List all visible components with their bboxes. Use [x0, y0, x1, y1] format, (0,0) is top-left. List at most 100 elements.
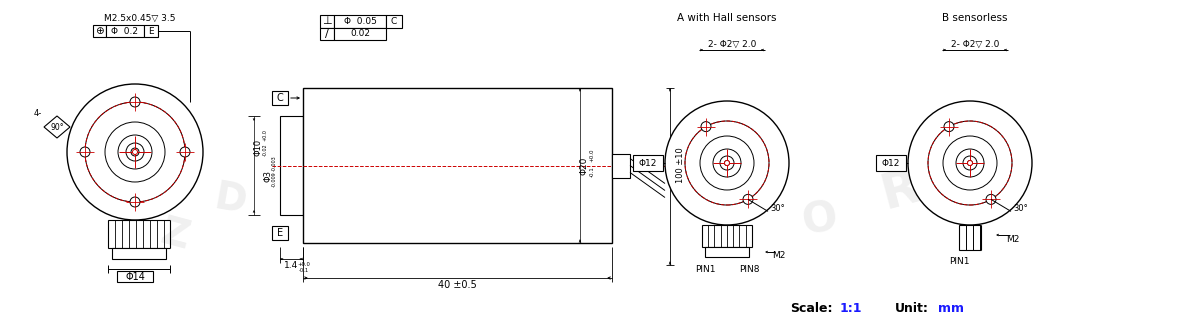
Circle shape — [963, 156, 977, 170]
Bar — [117, 271, 153, 282]
Circle shape — [702, 122, 711, 132]
Circle shape — [927, 121, 1011, 205]
Text: O: O — [799, 196, 841, 244]
Text: Scale:: Scale: — [790, 301, 833, 314]
Text: 1.4: 1.4 — [284, 261, 298, 270]
Circle shape — [743, 194, 754, 204]
Circle shape — [968, 161, 972, 166]
Text: B sensorless: B sensorless — [942, 13, 1008, 23]
Text: PIN8: PIN8 — [738, 264, 759, 274]
Bar — [272, 226, 287, 240]
Text: Unit:: Unit: — [896, 301, 929, 314]
Text: -0.02: -0.02 — [263, 143, 267, 156]
Circle shape — [724, 161, 730, 166]
Text: Φ12: Φ12 — [639, 159, 658, 168]
Text: 2- Φ2▽ 2.0: 2- Φ2▽ 2.0 — [707, 40, 756, 48]
Text: PIN1: PIN1 — [694, 264, 716, 274]
Text: +0.0: +0.0 — [589, 149, 595, 162]
Circle shape — [985, 194, 996, 204]
Text: E: E — [277, 228, 283, 238]
Text: 90°: 90° — [50, 123, 64, 131]
Circle shape — [130, 97, 140, 107]
Text: Φ10: Φ10 — [253, 139, 263, 156]
Bar — [303, 88, 612, 243]
Circle shape — [665, 101, 789, 225]
Text: M2: M2 — [1007, 236, 1020, 245]
Bar — [633, 155, 662, 171]
Text: ⊕: ⊕ — [95, 26, 104, 36]
Circle shape — [132, 150, 137, 155]
Text: +0.0: +0.0 — [297, 261, 310, 266]
Text: -0.003: -0.003 — [272, 156, 277, 171]
Text: 0.02: 0.02 — [350, 30, 370, 39]
Text: A with Hall sensors: A with Hall sensors — [677, 13, 777, 23]
Circle shape — [685, 121, 769, 205]
Text: 万: 万 — [98, 157, 142, 213]
Bar — [319, 28, 334, 40]
Text: -0.009: -0.009 — [272, 172, 277, 187]
Circle shape — [944, 122, 953, 132]
Text: 机: 机 — [491, 156, 509, 184]
Text: 2- Φ2▽ 2.0: 2- Φ2▽ 2.0 — [951, 40, 1000, 48]
Text: PIN1: PIN1 — [949, 257, 969, 266]
Text: 100 ±10: 100 ±10 — [677, 148, 685, 183]
Circle shape — [67, 84, 203, 220]
Circle shape — [713, 149, 741, 177]
Circle shape — [968, 161, 972, 166]
Text: Φ3: Φ3 — [264, 169, 272, 181]
Text: M2.5x0.45▽ 3.5: M2.5x0.45▽ 3.5 — [104, 13, 176, 23]
Circle shape — [909, 101, 1032, 225]
Text: ⊥: ⊥ — [322, 16, 332, 27]
Circle shape — [127, 143, 144, 161]
Bar — [319, 15, 334, 28]
Text: C: C — [390, 17, 397, 26]
Bar — [93, 25, 106, 37]
Text: 1:1: 1:1 — [840, 301, 862, 314]
Text: D: D — [211, 178, 250, 221]
Text: -0.1: -0.1 — [589, 166, 595, 177]
Polygon shape — [44, 116, 70, 138]
Text: -0.1: -0.1 — [298, 267, 309, 272]
Text: /: / — [325, 29, 329, 39]
Text: Z: Z — [156, 213, 194, 257]
Bar — [386, 15, 402, 28]
Text: 电: 电 — [80, 116, 99, 144]
Circle shape — [85, 102, 185, 202]
Text: Φ  0.2: Φ 0.2 — [111, 27, 138, 36]
Circle shape — [180, 147, 190, 157]
Bar — [875, 155, 906, 171]
Circle shape — [105, 122, 164, 182]
Text: mm: mm — [938, 301, 964, 314]
Text: +0.0: +0.0 — [263, 130, 267, 141]
Text: Φ12: Φ12 — [881, 159, 900, 168]
Circle shape — [943, 136, 997, 190]
Circle shape — [956, 149, 984, 177]
Bar — [106, 25, 144, 37]
Text: M2: M2 — [772, 251, 786, 259]
Text: 30°: 30° — [1014, 204, 1028, 213]
Circle shape — [720, 156, 733, 170]
Circle shape — [131, 148, 138, 156]
Text: 30°: 30° — [770, 204, 786, 213]
Bar — [705, 247, 749, 257]
Text: 40 ±0.5: 40 ±0.5 — [438, 280, 477, 290]
Text: Φ20: Φ20 — [580, 156, 588, 175]
Bar — [112, 248, 166, 259]
Circle shape — [700, 136, 754, 190]
Text: MOTOR: MOTOR — [371, 132, 489, 188]
Bar — [334, 28, 386, 40]
Bar — [612, 154, 631, 177]
Circle shape — [80, 147, 90, 157]
Text: R: R — [875, 162, 925, 218]
Bar — [144, 25, 159, 37]
Circle shape — [118, 135, 151, 169]
Text: Φ14: Φ14 — [125, 271, 146, 282]
Bar — [272, 91, 287, 105]
Circle shape — [130, 197, 140, 207]
Circle shape — [724, 161, 730, 166]
Text: C: C — [277, 93, 284, 103]
Text: 达: 达 — [981, 145, 1000, 174]
Text: 4-: 4- — [34, 109, 43, 118]
Text: Φ  0.05: Φ 0.05 — [343, 17, 376, 26]
Bar — [280, 116, 303, 215]
